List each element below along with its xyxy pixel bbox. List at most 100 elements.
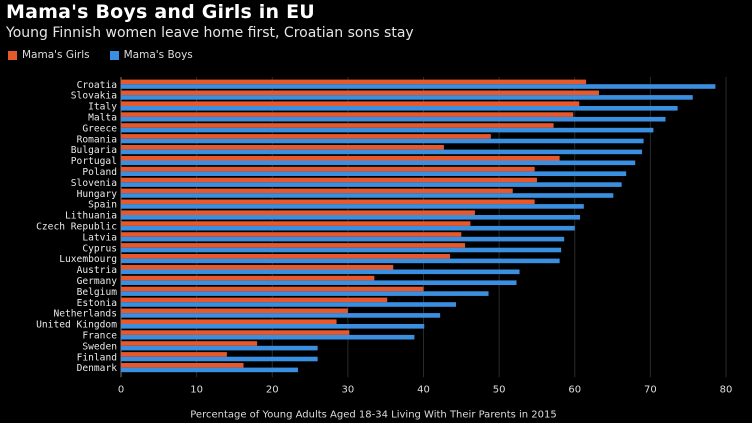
bar-boys [121,160,636,166]
category-label: France [82,330,117,341]
category-label: Slovenia [71,178,117,189]
legend: Mama's Girls Mama's Boys [8,49,213,61]
category-label: Slovakia [71,91,117,102]
bar-boys [121,127,654,133]
category-label: Lithuania [65,211,117,222]
bar-boys [121,302,457,307]
bar-boys [121,236,565,242]
category-label: Sweden [82,341,117,352]
category-label: Croatia [77,80,117,91]
category-label: Czech Republic [36,221,117,232]
bar-boys [121,324,425,329]
category-label: Germany [77,276,118,287]
bar-boys [121,280,517,285]
bar-girls [121,210,475,215]
x-tick-label: 60 [568,384,581,395]
bar-girls [121,243,466,248]
legend-item-girls: Mama's Girls [8,49,90,61]
category-label: Greece [82,123,117,134]
x-axis-title: Percentage of Young Adults Aged 18-34 Li… [190,409,557,420]
x-tick-label: 30 [342,384,355,395]
bar-girls [121,199,535,205]
bar-boys [121,269,520,275]
bar-girls [121,363,244,368]
x-tick-label: 20 [266,384,279,395]
bar-boys [121,171,627,176]
category-label: Netherlands [53,309,117,320]
bar-girls [121,112,574,117]
bar-girls [121,352,227,357]
bar-girls [121,286,424,292]
category-label: Hungary [77,189,118,200]
bar-boys [121,193,614,198]
legend-item-boys: Mama's Boys [109,49,193,61]
category-label: Bulgaria [71,145,117,156]
category-label: Romania [77,134,117,145]
bar-girls [121,221,471,226]
bar-girls [121,275,375,281]
category-label: United Kingdom [36,320,117,331]
bar-boys [121,138,644,144]
bar-girls [121,341,258,346]
bar-boys [121,291,489,296]
category-label: Latvia [82,232,117,243]
x-tick-label: 50 [493,384,506,395]
bar-girls [121,101,580,106]
x-tick-label: 80 [720,384,733,395]
legend-swatch-girls [8,50,17,60]
bar-girls [121,308,348,314]
x-tick-label: 0 [118,384,124,395]
bar-girls [121,177,537,183]
x-tick-label: 40 [417,384,430,395]
bar-boys [121,106,678,111]
bar-boys [121,334,415,340]
bar-boys [121,356,318,362]
legend-label-boys: Mama's Boys [123,49,193,61]
bar-girls [121,232,462,237]
bar-girls [121,264,394,270]
category-label: Austria [77,265,117,276]
bar-girls [121,297,388,303]
chart-title: Mama's Boys and Girls in EU [6,1,315,23]
bar-boys [121,204,584,209]
bar-boys [121,313,441,318]
bar-girls [121,134,491,139]
bar-boys [121,84,716,89]
bar-boys [121,149,643,155]
category-label: Poland [82,167,117,178]
bar-girls [121,90,599,96]
bar-boys [121,247,562,253]
category-label: Luxembourg [59,254,117,265]
bar-girls [121,145,444,150]
x-tick-label: 10 [190,384,203,395]
x-tick-label: 70 [644,384,657,395]
bar-boys [121,258,560,264]
category-label: Spain [88,200,117,211]
bar-girls [121,330,350,335]
bar-boys [121,116,666,122]
bar-boys [121,345,318,351]
category-label: Denmark [77,363,118,374]
bar-boys [121,225,575,231]
category-label: Portugal [71,156,117,167]
category-label: Finland [77,352,117,363]
bar-girls [121,166,535,172]
bar-boys [121,367,298,373]
bar-girls [121,188,513,194]
bar-girls [121,155,560,161]
chart-subtitle: Young Finnish women leave home first, Cr… [6,25,414,41]
bar-girls [121,123,554,128]
legend-label-girls: Mama's Girls [22,49,90,61]
category-label: Cyprus [82,243,117,254]
category-label: Italy [88,102,117,113]
bar-boys [121,215,581,220]
category-label: Malta [88,112,117,123]
bar-girls [121,254,450,259]
bar-boys [121,95,693,100]
bar-girls [121,79,587,85]
bar-boys [121,182,622,187]
category-label: Belgium [77,287,118,298]
bar-girls [121,319,337,324]
category-label: Estonia [77,298,117,309]
